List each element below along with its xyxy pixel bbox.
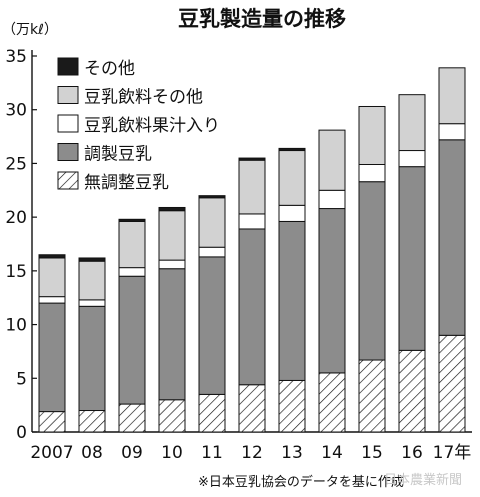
bar-segment-10-series-0 — [158, 399, 186, 433]
bar-segment-13-series-1 — [278, 220, 306, 381]
bar-segment-17-series-1 — [438, 139, 466, 336]
x-tick-label-10: 10 — [161, 443, 183, 463]
bar-segment-08-series-4 — [78, 257, 106, 262]
axis-layer: 0 5 10 15 20 25 30 35 2007 08 09 10 11 12 13 14 15 16 17年 — [5, 47, 472, 463]
y-tick-label-30: 30 — [5, 101, 27, 121]
bar-segment-14-series-1 — [318, 208, 346, 374]
bar-segment-12-series-1 — [238, 228, 266, 386]
bar-segment-16-series-0 — [398, 349, 426, 433]
bar-segment-12-series-3 — [238, 159, 266, 215]
y-tick-label-35: 35 — [5, 47, 27, 67]
bar-segment-09-series-4 — [118, 218, 146, 222]
bar-segment-17-series-3 — [438, 67, 466, 125]
y-tick-label-25: 25 — [5, 154, 27, 174]
x-tick-label-2007: 2007 — [30, 443, 73, 463]
bar-segment-2007-series-2 — [38, 296, 66, 304]
x-tick-label-17: 17年 — [433, 443, 472, 463]
legend-swatch-2 — [57, 114, 79, 133]
x-tick-label-09: 09 — [121, 443, 143, 463]
bar-segment-16-series-2 — [398, 150, 426, 168]
y-tick-label-0: 0 — [16, 423, 27, 443]
bar-segment-10-series-2 — [158, 259, 186, 270]
y-axis-unit-label: （万kℓ） — [2, 22, 58, 38]
y-tick-label-10: 10 — [5, 316, 27, 336]
bar-segment-16-series-1 — [398, 166, 426, 351]
source-note: ※日本豆乳協会のデータを基に作成 — [198, 474, 404, 490]
bar-segment-08-series-2 — [78, 299, 106, 307]
bars-layer — [38, 67, 466, 433]
legend-label-4: 無調整豆乳 — [84, 173, 169, 193]
legend-label-0: その他 — [84, 59, 135, 79]
bar-segment-13-series-3 — [278, 150, 306, 206]
bar-segment-09-series-1 — [118, 275, 146, 405]
bar-segment-08-series-0 — [78, 410, 106, 433]
bar-segment-15-series-1 — [358, 181, 386, 361]
bar-segment-11-series-0 — [198, 393, 226, 433]
legend-swatch-0 — [57, 57, 79, 76]
bar-segment-17-series-0 — [438, 334, 466, 433]
bar-segment-14-series-2 — [318, 189, 346, 210]
legend-swatch-1 — [57, 86, 79, 104]
bar-segment-2007-series-4 — [38, 254, 66, 259]
chart-title: 豆乳製造量の推移 — [178, 7, 346, 31]
bar-segment-08-series-1 — [78, 305, 106, 412]
bar-segment-13-series-0 — [278, 379, 306, 433]
bar-segment-15-series-3 — [358, 105, 386, 166]
bar-segment-11-series-2 — [198, 246, 226, 258]
x-tick-label-16: 16 — [401, 443, 423, 463]
x-tick-label-11: 11 — [201, 443, 223, 463]
x-tick-label-15: 15 — [361, 443, 383, 463]
bar-segment-14-series-0 — [318, 372, 346, 433]
bar-segment-15-series-0 — [358, 359, 386, 433]
bar-segment-15-series-2 — [358, 164, 386, 183]
bar-segment-2007-series-0 — [38, 411, 66, 433]
bar-segment-10-series-4 — [158, 206, 186, 212]
y-tick-label-20: 20 — [5, 208, 27, 228]
bar-segment-13-series-2 — [278, 204, 306, 222]
bar-segment-08-series-3 — [78, 260, 106, 301]
y-tick-label-15: 15 — [5, 262, 27, 282]
bar-segment-16-series-3 — [398, 94, 426, 152]
bar-segment-09-series-0 — [118, 403, 146, 433]
bar-segment-09-series-2 — [118, 267, 146, 277]
bar-segment-12-series-0 — [238, 384, 266, 433]
legend-label-3: 調製豆乳 — [84, 145, 152, 165]
bar-segment-13-series-4 — [278, 147, 306, 152]
credit-watermark: 日本農業新聞 — [384, 472, 462, 488]
bar-segment-14-series-3 — [318, 129, 346, 191]
legend-swatch-4 — [57, 171, 79, 190]
x-tick-label-12: 12 — [241, 443, 263, 463]
bar-segment-17-series-2 — [438, 123, 466, 141]
x-tick-label-13: 13 — [281, 443, 303, 463]
bar-segment-2007-series-3 — [38, 257, 66, 298]
bar-segment-10-series-1 — [158, 268, 186, 401]
bar-segment-10-series-3 — [158, 210, 186, 261]
x-tick-label-14: 14 — [321, 443, 343, 463]
bar-segment-2007-series-1 — [38, 302, 66, 413]
bar-segment-09-series-3 — [118, 220, 146, 269]
bar-segment-11-series-4 — [198, 195, 226, 199]
bar-segment-12-series-2 — [238, 213, 266, 230]
bar-segment-11-series-3 — [198, 197, 226, 248]
bar-segment-11-series-1 — [198, 256, 226, 395]
legend-swatch-3 — [57, 143, 79, 161]
x-tick-label-08: 08 — [81, 443, 103, 463]
legend-label-1: 豆乳飲料その他 — [84, 88, 203, 108]
legend-label-2: 豆乳飲料果汁入り — [84, 116, 220, 136]
bar-segment-12-series-4 — [238, 157, 266, 161]
y-tick-label-5: 5 — [16, 369, 27, 389]
